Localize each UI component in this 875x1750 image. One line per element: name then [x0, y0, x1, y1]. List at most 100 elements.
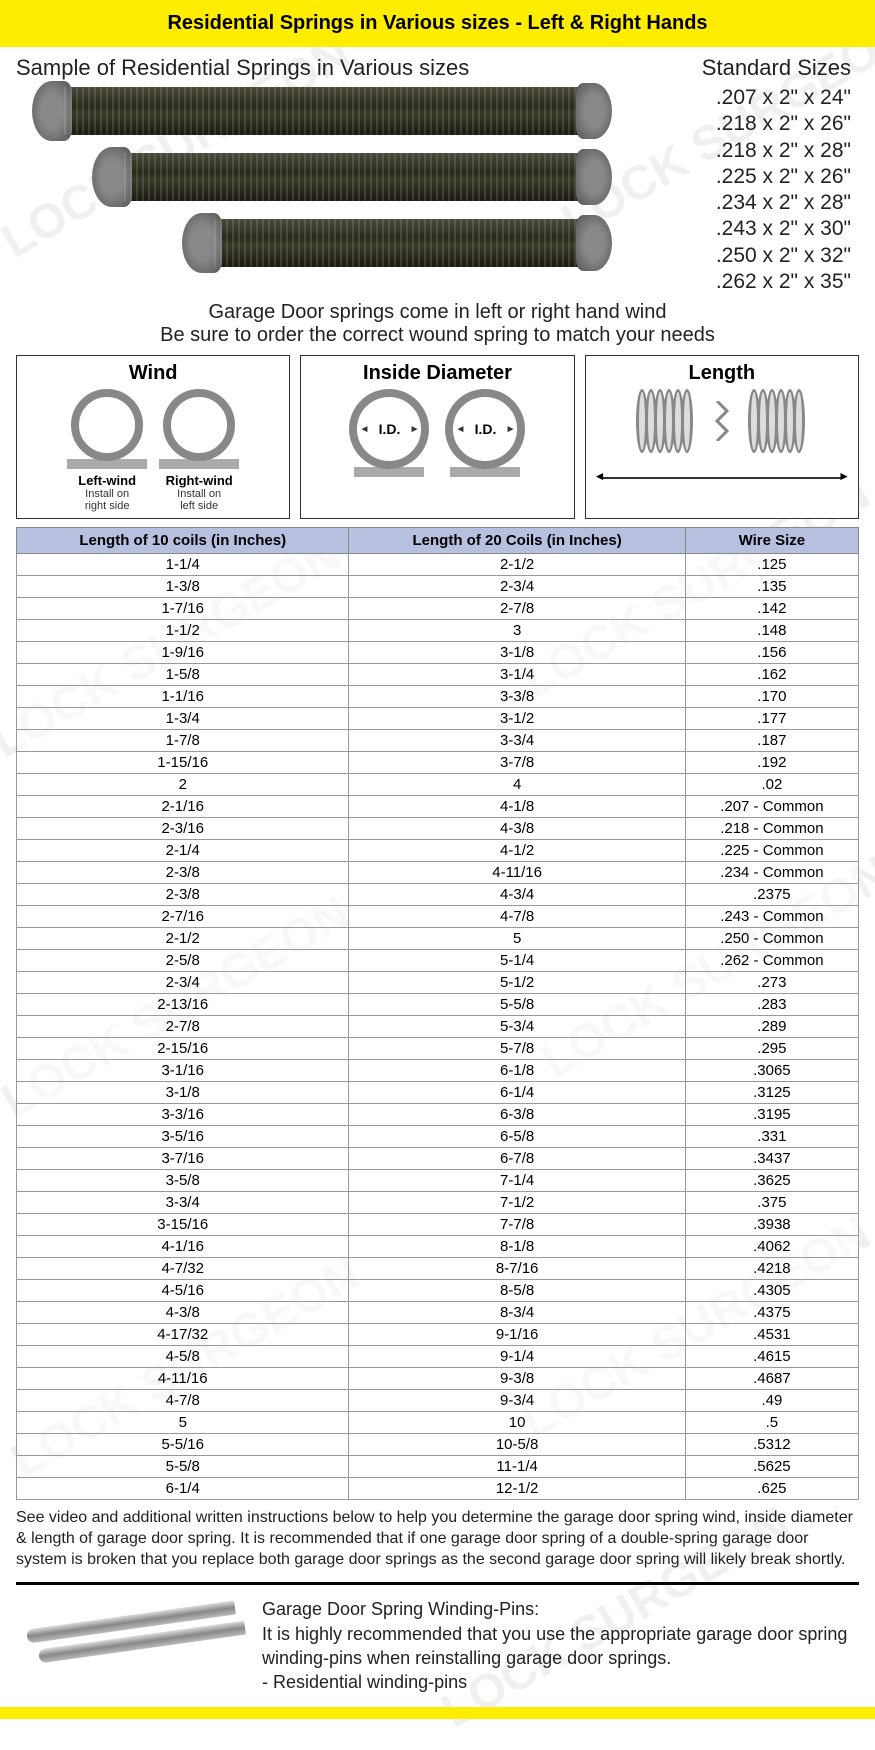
- table-cell: 7-7/8: [349, 1214, 685, 1236]
- table-cell: 4-11/16: [349, 862, 685, 884]
- table-cell: .375: [685, 1192, 858, 1214]
- table-cell: .3625: [685, 1170, 858, 1192]
- table-row: 1-9/163-1/8.156: [17, 642, 859, 664]
- table-header-cell: Length of 20 Coils (in Inches): [349, 528, 685, 554]
- table-cell: 9-3/8: [349, 1368, 685, 1390]
- table-cell: 6-1/4: [349, 1082, 685, 1104]
- left-wind-icon: [71, 389, 143, 461]
- sample-title: Sample of Residential Springs in Various…: [16, 55, 629, 81]
- table-cell: 3-1/8: [349, 642, 685, 664]
- table-cell: 10: [349, 1412, 685, 1434]
- table-row: 510.5: [17, 1412, 859, 1434]
- table-cell: .289: [685, 1016, 858, 1038]
- table-cell: 9-3/4: [349, 1390, 685, 1412]
- winding-pins-illustration: [16, 1597, 246, 1677]
- table-row: 4-5/168-5/8.4305: [17, 1280, 859, 1302]
- table-cell: 2-3/4: [349, 576, 685, 598]
- table-cell: .218 - Common: [685, 818, 858, 840]
- table-cell: .283: [685, 994, 858, 1016]
- table-cell: 2-1/4: [17, 840, 349, 862]
- table-cell: .142: [685, 598, 858, 620]
- table-row: 2-7/85-3/4.289: [17, 1016, 859, 1038]
- table-cell: .3065: [685, 1060, 858, 1082]
- table-cell: .225 - Common: [685, 840, 858, 862]
- table-cell: 6-5/8: [349, 1126, 685, 1148]
- left-wind-sub: Install on right side: [67, 488, 147, 512]
- table-row: 1-15/163-7/8.192: [17, 752, 859, 774]
- length-arrow-icon: [602, 477, 842, 479]
- table-cell: 2-7/16: [17, 906, 349, 928]
- standard-sizes-list: .207 x 2" x 24".218 x 2" x 26".218 x 2" …: [629, 85, 851, 295]
- table-cell: .207 - Common: [685, 796, 858, 818]
- table-row: 4-11/169-3/8.4687: [17, 1368, 859, 1390]
- table-cell: 8-7/16: [349, 1258, 685, 1280]
- table-cell: 2-3/8: [17, 862, 349, 884]
- table-cell: .4062: [685, 1236, 858, 1258]
- table-cell: .4305: [685, 1280, 858, 1302]
- table-cell: .262 - Common: [685, 950, 858, 972]
- table-cell: .3938: [685, 1214, 858, 1236]
- springs-illustration: [16, 87, 629, 287]
- table-cell: .4687: [685, 1368, 858, 1390]
- table-row: 1-1/23.148: [17, 620, 859, 642]
- table-cell: 5-1/2: [349, 972, 685, 994]
- left-wind-label: Left-wind: [67, 473, 147, 488]
- winding-pins-section: Garage Door Spring Winding-Pins: It is h…: [0, 1589, 875, 1706]
- table-cell: .2375: [685, 884, 858, 906]
- table-cell: 3-3/16: [17, 1104, 349, 1126]
- table-cell: .234 - Common: [685, 862, 858, 884]
- table-row: 1-3/43-1/2.177: [17, 708, 859, 730]
- table-cell: 6-7/8: [349, 1148, 685, 1170]
- divider: [16, 1582, 859, 1585]
- top-section: Sample of Residential Springs in Various…: [0, 47, 875, 299]
- table-cell: 8-1/8: [349, 1236, 685, 1258]
- table-cell: 6-1/4: [17, 1478, 349, 1500]
- table-cell: 9-1/16: [349, 1324, 685, 1346]
- standard-size-line: .207 x 2" x 24": [629, 85, 851, 111]
- table-cell: 1-7/16: [17, 598, 349, 620]
- table-cell: 2-1/2: [349, 554, 685, 576]
- table-cell: .250 - Common: [685, 928, 858, 950]
- table-cell: 2-3/4: [17, 972, 349, 994]
- table-cell: .148: [685, 620, 858, 642]
- table-cell: 5-5/8: [349, 994, 685, 1016]
- table-cell: .4218: [685, 1258, 858, 1280]
- table-cell: 4-1/16: [17, 1236, 349, 1258]
- table-row: 4-5/89-1/4.4615: [17, 1346, 859, 1368]
- table-cell: .5312: [685, 1434, 858, 1456]
- table-cell: .4615: [685, 1346, 858, 1368]
- table-cell: 2-3/16: [17, 818, 349, 840]
- table-cell: 2-1/2: [17, 928, 349, 950]
- table-cell: 3-3/4: [349, 730, 685, 752]
- table-cell: 2-3/8: [17, 884, 349, 906]
- wind-diagram: Wind Left-wind Install on right side Rig…: [16, 355, 290, 519]
- bottom-band: [0, 1707, 875, 1719]
- table-cell: 1-1/16: [17, 686, 349, 708]
- table-cell: .5625: [685, 1456, 858, 1478]
- table-cell: .49: [685, 1390, 858, 1412]
- standard-size-line: .262 x 2" x 35": [629, 269, 851, 295]
- table-row: 2-7/164-7/8.243 - Common: [17, 906, 859, 928]
- spring-icon: [64, 87, 584, 135]
- table-cell: .162: [685, 664, 858, 686]
- table-cell: .4531: [685, 1324, 858, 1346]
- coil-group-icon: [639, 389, 693, 453]
- table-cell: 5-3/4: [349, 1016, 685, 1038]
- standard-size-line: .218 x 2" x 28": [629, 138, 851, 164]
- table-row: 4-7/328-7/16.4218: [17, 1258, 859, 1280]
- table-row: 2-3/84-11/16.234 - Common: [17, 862, 859, 884]
- table-cell: 3-5/8: [17, 1170, 349, 1192]
- table-cell: .192: [685, 752, 858, 774]
- break-icon: [713, 389, 731, 453]
- table-cell: .273: [685, 972, 858, 994]
- table-row: 6-1/412-1/2.625: [17, 1478, 859, 1500]
- standard-sizes-title: Standard Sizes: [629, 55, 851, 81]
- table-cell: 4-3/8: [17, 1302, 349, 1324]
- table-cell: 1-3/4: [17, 708, 349, 730]
- table-cell: 3-3/4: [17, 1192, 349, 1214]
- table-cell: 4-5/16: [17, 1280, 349, 1302]
- table-row: 5-5/811-1/4.5625: [17, 1456, 859, 1478]
- table-cell: 1-3/8: [17, 576, 349, 598]
- right-wind-sub: Install on left side: [159, 488, 239, 512]
- wind-diagram-title: Wind: [23, 362, 283, 385]
